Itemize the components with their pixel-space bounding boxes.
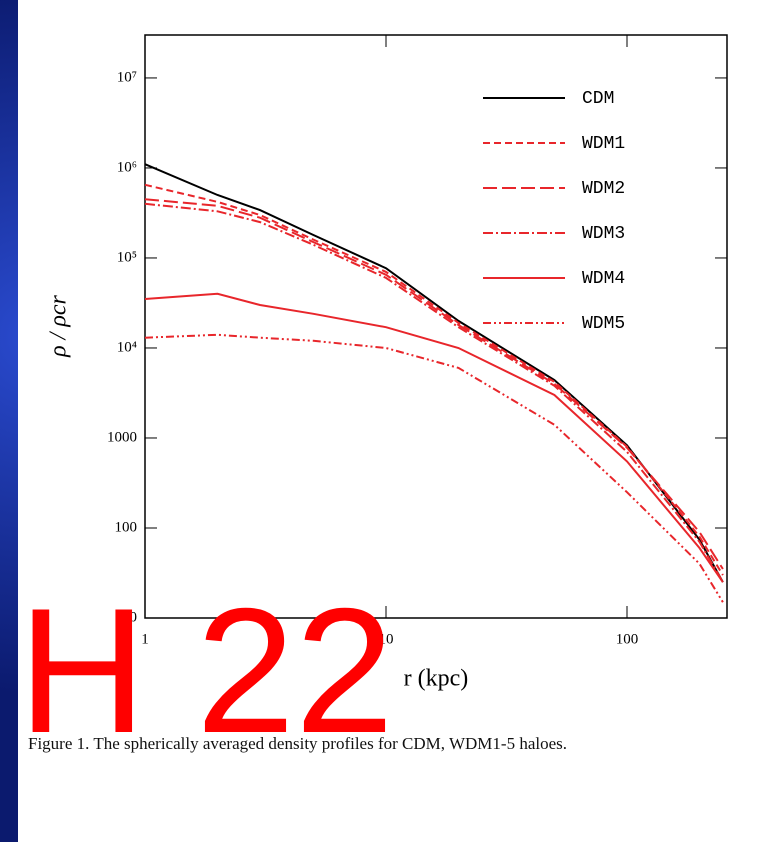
y-tick-label: 1000 (107, 429, 137, 445)
legend-label: WDM3 (582, 224, 625, 244)
x-tick-label: 100 (616, 631, 639, 647)
x-tick-label: 1 (141, 631, 149, 647)
y-tick-label: 10⁴ (117, 339, 137, 355)
series-line (144, 163, 724, 583)
y-tick-label: 10⁶ (117, 159, 137, 175)
legend-label: WDM5 (582, 314, 625, 334)
series-line (144, 202, 724, 583)
caption: Figure 1. The spherically averaged densi… (28, 734, 567, 753)
series-line (144, 292, 724, 583)
y-tick-label: 10⁵ (117, 249, 137, 265)
y-tick-label: 100 (115, 519, 138, 535)
x-tick-label: 10 (378, 631, 393, 647)
series-line (144, 333, 724, 603)
overlay-label: H 22 (18, 571, 394, 770)
legend-label: WDM2 (582, 179, 625, 199)
series-line (144, 198, 724, 570)
series-line (144, 183, 724, 576)
legend-label: WDM1 (582, 134, 625, 154)
x-axis-label: r (kpc) (404, 666, 469, 692)
y-tick-label: 10 (122, 609, 137, 625)
y-axis-label: ρ / ρcr (46, 294, 72, 357)
y-tick-label: 10⁷ (117, 69, 137, 85)
legend-label: CDM (582, 89, 614, 109)
legend-label: WDM4 (582, 269, 625, 289)
plot-frame (144, 34, 728, 619)
